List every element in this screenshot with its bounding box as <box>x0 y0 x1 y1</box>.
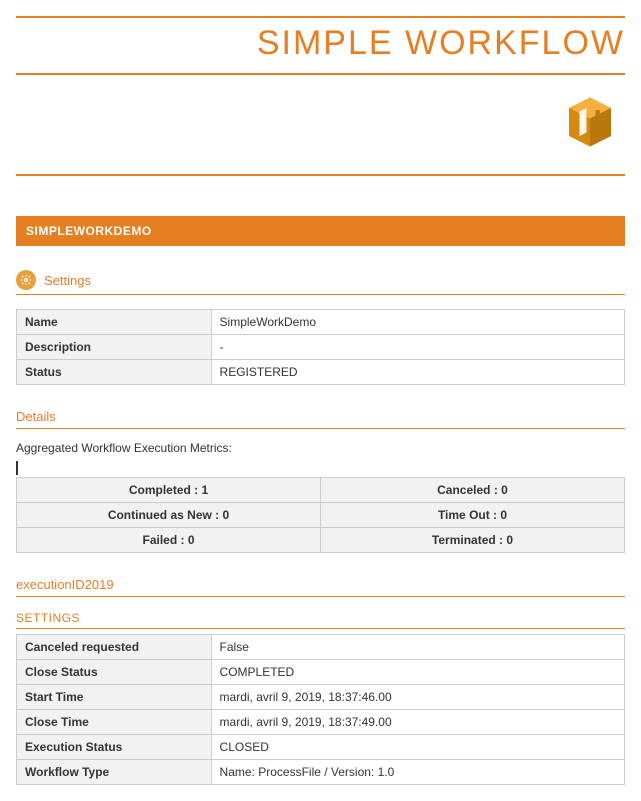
table-key: Canceled requested <box>17 635 212 660</box>
details-subtext: Aggregated Workflow Execution Metrics: <box>16 441 625 455</box>
execution-heading: executionID2019 <box>16 577 625 597</box>
metric-cell: Terminated : 0 <box>321 528 625 553</box>
metric-cell: Time Out : 0 <box>321 503 625 528</box>
metric-cell: Continued as New : 0 <box>17 503 321 528</box>
table-value: SimpleWorkDemo <box>211 310 624 335</box>
execution-heading-label: executionID2019 <box>16 577 114 592</box>
details-heading-label: Details <box>16 409 56 424</box>
execution-settings-label: SETTINGS <box>16 611 625 629</box>
table-row: StatusREGISTERED <box>17 360 625 385</box>
table-row: Workflow TypeName: ProcessFile / Version… <box>17 760 625 785</box>
table-row: Description- <box>17 335 625 360</box>
table-key: Description <box>17 335 212 360</box>
table-value: Name: ProcessFile / Version: 1.0 <box>211 760 624 785</box>
execution-table: Canceled requestedFalseClose StatusCOMPL… <box>16 634 625 785</box>
table-key: Name <box>17 310 212 335</box>
table-row: Close Timemardi, avril 9, 2019, 18:37:49… <box>17 710 625 735</box>
table-row: NameSimpleWorkDemo <box>17 310 625 335</box>
settings-table: NameSimpleWorkDemoDescription-StatusREGI… <box>16 309 625 385</box>
gear-icon <box>16 270 36 290</box>
page-title: SIMPLE WORKFLOW <box>16 16 625 73</box>
aws-swf-logo-icon <box>555 144 625 161</box>
table-value: - <box>211 335 624 360</box>
table-value: COMPLETED <box>211 660 624 685</box>
table-value: mardi, avril 9, 2019, 18:37:46.00 <box>211 685 624 710</box>
table-key: Start Time <box>17 685 212 710</box>
details-heading: Details <box>16 409 625 429</box>
section-bar: SIMPLEWORKDEMO <box>16 216 625 246</box>
table-row: Failed : 0Terminated : 0 <box>17 528 625 553</box>
metric-cell: Failed : 0 <box>17 528 321 553</box>
table-row: Start Timemardi, avril 9, 2019, 18:37:46… <box>17 685 625 710</box>
table-value: CLOSED <box>211 735 624 760</box>
table-key: Execution Status <box>17 735 212 760</box>
table-row: Canceled requestedFalse <box>17 635 625 660</box>
table-row: Execution StatusCLOSED <box>17 735 625 760</box>
table-row: Continued as New : 0Time Out : 0 <box>17 503 625 528</box>
table-value: REGISTERED <box>211 360 624 385</box>
logo-row <box>16 73 625 176</box>
settings-heading-label: Settings <box>44 273 91 288</box>
table-key: Workflow Type <box>17 760 212 785</box>
settings-heading: Settings <box>16 270 625 295</box>
table-key: Close Status <box>17 660 212 685</box>
table-row: Completed : 1Canceled : 0 <box>17 478 625 503</box>
metrics-table: Completed : 1Canceled : 0Continued as Ne… <box>16 477 625 553</box>
table-key: Close Time <box>17 710 212 735</box>
text-cursor <box>16 461 18 475</box>
table-value: False <box>211 635 624 660</box>
table-value: mardi, avril 9, 2019, 18:37:49.00 <box>211 710 624 735</box>
table-row: Close StatusCOMPLETED <box>17 660 625 685</box>
metric-cell: Canceled : 0 <box>321 478 625 503</box>
metric-cell: Completed : 1 <box>17 478 321 503</box>
table-key: Status <box>17 360 212 385</box>
